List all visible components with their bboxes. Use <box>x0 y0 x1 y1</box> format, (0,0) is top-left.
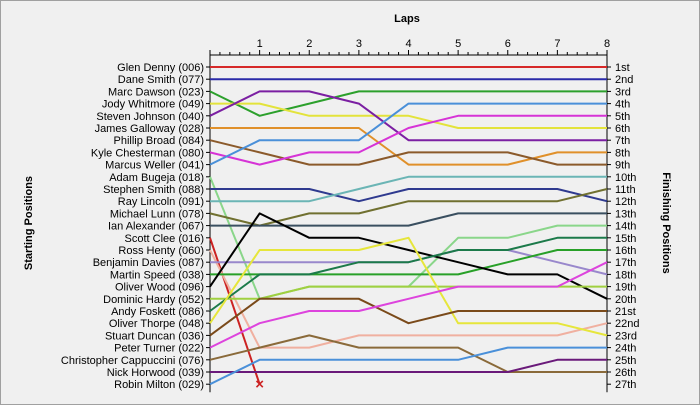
series-line <box>209 90 607 117</box>
finishing-position-label: 14th <box>615 221 636 233</box>
starting-position-label: Robin Milton (029) <box>114 379 204 391</box>
series-line <box>210 285 607 300</box>
finishing-position-label: 2nd <box>615 74 633 86</box>
starting-position-label: Benjamin Davies (087) <box>93 257 204 269</box>
finishing-position-label: 6th <box>615 123 630 135</box>
series-line <box>209 334 607 373</box>
finishing-position-label: 25th <box>615 355 636 367</box>
chart-title: Laps <box>394 13 420 25</box>
series-line <box>209 188 608 227</box>
finishing-position-label: 15th <box>615 233 636 245</box>
series-line <box>210 127 607 166</box>
starting-position-label: Peter Turner (022) <box>114 343 204 355</box>
finishing-position-label: 22nd <box>615 318 639 330</box>
x-tick-label: 6 <box>505 38 511 50</box>
starting-position-label: Ian Alexander (067) <box>108 221 204 233</box>
finishing-position-label: 10th <box>615 172 636 184</box>
finishing-position-label: 11th <box>615 184 636 196</box>
finishing-position-label: 18th <box>615 269 636 281</box>
series-line <box>209 236 607 312</box>
starting-position-label: Jody Whitmore (049) <box>102 99 204 111</box>
finishing-position-label: 20th <box>615 294 636 306</box>
starting-position-label: Stephen Smith (088) <box>103 184 204 196</box>
finishing-position-label: 13th <box>615 208 636 220</box>
series-line <box>210 175 607 203</box>
starting-position-label: Scott Clee (016) <box>125 233 204 245</box>
starting-position-label: Ray Lincoln (091) <box>118 196 204 208</box>
finishing-position-label: 26th <box>615 367 636 379</box>
series-line <box>209 139 607 166</box>
starting-position-label: Phillip Broad (084) <box>114 135 205 147</box>
series-line <box>209 297 607 337</box>
starting-position-label: Marc Dawson (023) <box>108 86 204 98</box>
axis-labels: Glen Denny (006)Dane Smith (077)Marc Daw… <box>61 62 640 391</box>
series-line <box>209 236 608 337</box>
right-axis-title: Finishing Positions <box>660 172 672 273</box>
finishing-position-label: 19th <box>615 282 636 294</box>
series-line <box>209 114 607 166</box>
finishing-position-label: 8th <box>615 147 630 159</box>
x-tick-label: 5 <box>455 38 461 50</box>
x-tick-label: 3 <box>356 38 362 50</box>
series-line <box>210 358 607 373</box>
left-axis-title: Starting Positions <box>23 176 35 270</box>
finishing-position-label: 5th <box>615 111 630 123</box>
x-tick-label: 2 <box>306 38 312 50</box>
series-line <box>210 102 607 129</box>
starting-position-label: Christopher Cappuccini (076) <box>61 355 204 367</box>
series-line <box>209 346 607 386</box>
series-line <box>209 249 608 349</box>
starting-position-label: Oliver Thorpe (048) <box>109 318 204 330</box>
series-line <box>209 102 607 166</box>
finishing-position-label: 24th <box>615 343 636 355</box>
starting-position-label: Andy Foskett (086) <box>111 306 204 318</box>
starting-position-label: Marcus Weller (041) <box>105 160 204 172</box>
starting-position-label: Steven Johnson (040) <box>96 111 204 123</box>
finishing-position-label: 27th <box>615 379 636 391</box>
series-line <box>209 261 608 349</box>
starting-position-label: Oliver Wood (096) <box>115 282 204 294</box>
finishing-position-label: 16th <box>615 245 636 257</box>
series-line <box>210 212 607 227</box>
starting-position-label: Dane Smith (077) <box>118 74 204 86</box>
starting-position-label: Kyle Chesterman (080) <box>91 147 204 159</box>
series-line <box>209 90 607 142</box>
starting-position-label: Dominic Hardy (052) <box>103 294 204 306</box>
x-tick-label: 8 <box>604 38 610 50</box>
finishing-position-label: 4th <box>615 99 630 111</box>
series-line <box>210 188 608 203</box>
starting-position-label: Nick Horwood (039) <box>107 367 204 379</box>
finishing-position-label: 23rd <box>615 330 637 342</box>
axes: 1 2 3 4 5 6 7 8 <box>206 38 611 393</box>
finishing-position-label: 3rd <box>615 86 631 98</box>
finishing-position-label: 21st <box>615 306 636 318</box>
retired-marker: × <box>255 376 264 393</box>
starting-position-label: Ross Henty (060) <box>118 245 204 257</box>
finishing-position-label: 1st <box>615 62 630 74</box>
starting-position-label: Glen Denny (006) <box>117 62 204 74</box>
x-tick-label: 1 <box>257 38 263 50</box>
finishing-position-label: 9th <box>615 160 630 172</box>
starting-position-label: Michael Lunn (078) <box>110 208 204 220</box>
finishing-position-label: 7th <box>615 135 630 147</box>
finishing-position-label: 12th <box>615 196 636 208</box>
series-lines: × <box>209 66 608 393</box>
x-tick-label: 7 <box>554 38 560 50</box>
finishing-position-label: 17th <box>615 257 636 269</box>
starting-position-label: Martin Speed (038) <box>110 269 204 281</box>
starting-position-label: Stuart Duncan (036) <box>105 330 204 342</box>
starting-position-label: Adam Bugeja (018) <box>109 172 204 184</box>
x-tick-label: 4 <box>405 38 411 50</box>
starting-position-label: James Galloway (028) <box>95 123 204 135</box>
series-line <box>209 212 608 300</box>
